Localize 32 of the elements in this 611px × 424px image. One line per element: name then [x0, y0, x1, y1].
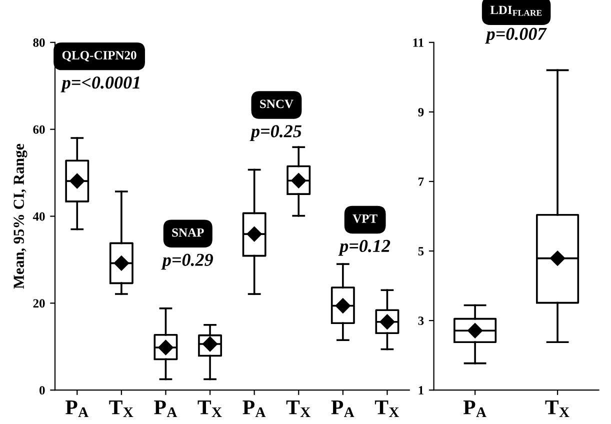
x-tick-label: P$_{A}$ — [331, 400, 354, 418]
y-tick-label: 80 — [33, 38, 45, 47]
y-tick-label: 9 — [418, 108, 424, 116]
x-tick-label: P$_{A}$ — [66, 400, 88, 418]
y-tick-label: 40 — [32, 212, 45, 221]
y-tick-label: 20 — [33, 299, 45, 308]
y-tick-label: 0 — [39, 386, 45, 395]
annotation: p=0.007 — [485, 28, 547, 44]
y-tick-label: 60 — [33, 125, 45, 134]
annotation: p=0.29 — [161, 254, 214, 270]
annotation: VPT — [352, 214, 378, 223]
annotation: p=0.12 — [338, 240, 390, 256]
annotation: SNCV — [260, 100, 294, 108]
annotation: p=0.25 — [250, 125, 302, 141]
y-axis-title: Mean, 95% CI, Range — [14, 144, 28, 289]
x-tick-label: T$_{X}$ — [286, 400, 310, 418]
y-tick-label: 7 — [418, 178, 424, 186]
x-tick-label: T$_{X}$ — [198, 400, 222, 418]
x-tick-label: P$_{A}$ — [154, 400, 178, 418]
x-tick-label: T$_{X}$ — [374, 400, 400, 418]
annotation: QLQ-CIPN20 — [62, 51, 136, 62]
text: LDI$_{FLARE}$ — [490, 6, 542, 16]
y-tick-label: 3 — [418, 316, 424, 326]
x-tick-label: T$_{X}$ — [545, 400, 570, 418]
y-tick-label: 11 — [413, 38, 424, 47]
x-tick-label: P$_{A}$ — [463, 400, 486, 418]
x-tick-label: P$_{A}$ — [242, 400, 266, 418]
y-tick-label: 5 — [418, 247, 424, 256]
annotation: SNAP — [172, 228, 204, 237]
annotation: p=<0.0001 — [60, 76, 140, 92]
x-tick-label: T$_{X}$ — [109, 400, 134, 418]
y-tick-label: 1 — [418, 386, 424, 394]
